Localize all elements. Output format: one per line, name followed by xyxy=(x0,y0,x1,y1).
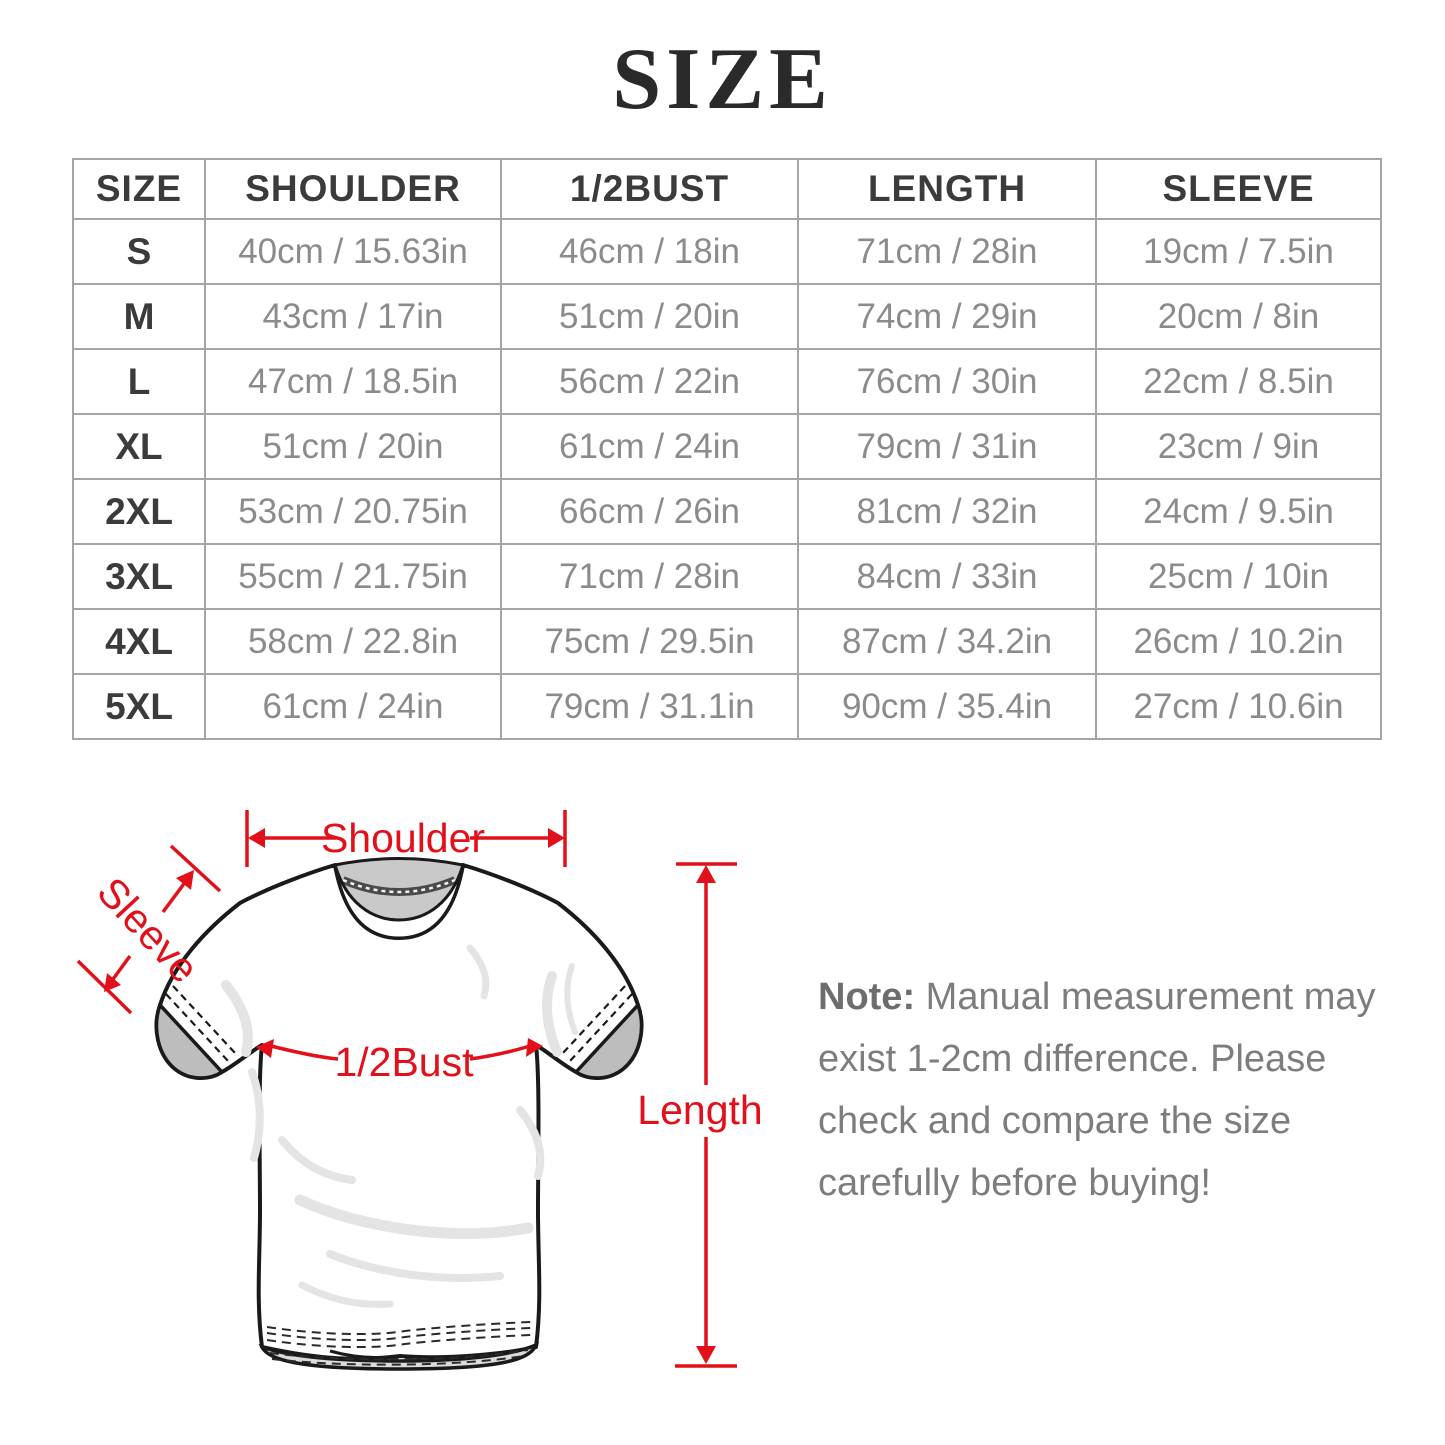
size-cell: XL xyxy=(72,413,206,480)
bust-cell: 75cm / 29.5in xyxy=(500,608,799,675)
tshirt-diagram: Shoulder Sleeve 1/2Bust xyxy=(76,810,763,1371)
size-cell: 3XL xyxy=(72,543,206,610)
shoulder-measure-arrow: Shoulder xyxy=(245,810,567,867)
shoulder-cell: 55cm / 21.75in xyxy=(204,543,502,610)
shoulder-cell: 61cm / 24in xyxy=(204,673,502,740)
note-label: Note: xyxy=(818,976,916,1018)
col-header-shoulder: SHOULDER xyxy=(204,158,502,220)
length-cell: 84cm / 33in xyxy=(797,543,1097,610)
bust-label: 1/2Bust xyxy=(334,1039,474,1085)
sleeve-cell: 25cm / 10in xyxy=(1095,543,1382,610)
size-cell: 2XL xyxy=(72,478,206,545)
bust-cell: 66cm / 26in xyxy=(500,478,799,545)
bust-cell: 79cm / 31.1in xyxy=(500,673,799,740)
table-row: 5XL 61cm / 24in 79cm / 31.1in 90cm / 35.… xyxy=(72,673,1382,740)
length-cell: 87cm / 34.2in xyxy=(797,608,1097,675)
table-row: S 40cm / 15.63in 46cm / 18in 71cm / 28in… xyxy=(72,218,1382,285)
bust-cell: 51cm / 20in xyxy=(500,283,799,350)
shoulder-label: Shoulder xyxy=(321,815,485,861)
sleeve-cell: 23cm / 9in xyxy=(1095,413,1382,480)
length-cell: 81cm / 32in xyxy=(797,478,1097,545)
note-line: carefully before buying! xyxy=(818,1162,1211,1204)
sleeve-cell: 26cm / 10.2in xyxy=(1095,608,1382,675)
length-cell: 74cm / 29in xyxy=(797,283,1097,350)
size-cell: L xyxy=(72,348,206,415)
col-header-size: SIZE xyxy=(72,158,206,220)
length-label: Length xyxy=(637,1087,762,1133)
col-header-bust: 1/2BUST xyxy=(500,158,799,220)
bust-cell: 56cm / 22in xyxy=(500,348,799,415)
shoulder-cell: 51cm / 20in xyxy=(204,413,502,480)
shoulder-cell: 47cm / 18.5in xyxy=(204,348,502,415)
table-row: L 47cm / 18.5in 56cm / 22in 76cm / 30in … xyxy=(72,348,1382,415)
table-row: M 43cm / 17in 51cm / 20in 74cm / 29in 20… xyxy=(72,283,1382,350)
sleeve-cell: 20cm / 8in xyxy=(1095,283,1382,350)
hem-fold xyxy=(329,1349,403,1360)
shoulder-cell: 58cm / 22.8in xyxy=(204,608,502,675)
length-cell: 71cm / 28in xyxy=(797,218,1097,285)
table-row: 2XL 53cm / 20.75in 66cm / 26in 81cm / 32… xyxy=(72,478,1382,545)
bust-cell: 61cm / 24in xyxy=(500,413,799,480)
sleeve-cell: 27cm / 10.6in xyxy=(1095,673,1382,740)
table-row: 3XL 55cm / 21.75in 71cm / 28in 84cm / 33… xyxy=(72,543,1382,610)
length-cell: 79cm / 31in xyxy=(797,413,1097,480)
sleeve-cell: 19cm / 7.5in xyxy=(1095,218,1382,285)
note-line: Note: Manual measurement may xyxy=(818,976,1376,1018)
length-cell: 76cm / 30in xyxy=(797,348,1097,415)
size-table: SIZE SHOULDER 1/2BUST LENGTH SLEEVE S 40… xyxy=(72,158,1382,740)
table-row: XL 51cm / 20in 61cm / 24in 79cm / 31in 2… xyxy=(72,413,1382,480)
bust-measure-arrow: 1/2Bust xyxy=(256,1038,543,1085)
hem-stitches xyxy=(266,1321,532,1366)
size-cell: 4XL xyxy=(72,608,206,675)
length-measure-arrow: Length xyxy=(637,862,763,1368)
collar-band xyxy=(333,864,465,940)
size-cell: 5XL xyxy=(72,673,206,740)
shoulder-cell: 40cm / 15.63in xyxy=(204,218,502,285)
sleeve-cell: 24cm / 9.5in xyxy=(1095,478,1382,545)
left-cuff xyxy=(154,1001,225,1080)
sleeve-upper-tick xyxy=(169,844,222,893)
collar-rib-stitch xyxy=(342,878,456,894)
size-cell: M xyxy=(72,283,206,350)
col-header-sleeve: SLEEVE xyxy=(1095,158,1382,220)
bust-cell: 71cm / 28in xyxy=(500,543,799,610)
table-row: 4XL 58cm / 22.8in 75cm / 29.5in 87cm / 3… xyxy=(72,608,1382,675)
col-header-length: LENGTH xyxy=(797,158,1097,220)
shoulder-cell: 43cm / 17in xyxy=(204,283,502,350)
note-line: exist 1-2cm difference. Please xyxy=(818,1038,1327,1080)
size-cell: S xyxy=(72,218,206,285)
page-title: SIZE xyxy=(612,31,833,128)
wrinkle-shadows xyxy=(221,944,578,1308)
note-text: Note: Manual measurement may exist 1-2cm… xyxy=(818,966,1393,1214)
tshirt-drawing xyxy=(154,857,644,1371)
sleeve-cell: 22cm / 8.5in xyxy=(1095,348,1382,415)
note-line: check and compare the size xyxy=(818,1100,1292,1142)
sleeve-lower-tick xyxy=(76,959,133,1015)
cuff-stitches xyxy=(165,985,633,1062)
right-cuff xyxy=(573,1001,644,1080)
bust-cell: 46cm / 18in xyxy=(500,218,799,285)
table-header-row: SIZE SHOULDER 1/2BUST LENGTH SLEEVE xyxy=(72,158,1382,220)
length-cell: 90cm / 35.4in xyxy=(797,673,1097,740)
shoulder-cell: 53cm / 20.75in xyxy=(204,478,502,545)
